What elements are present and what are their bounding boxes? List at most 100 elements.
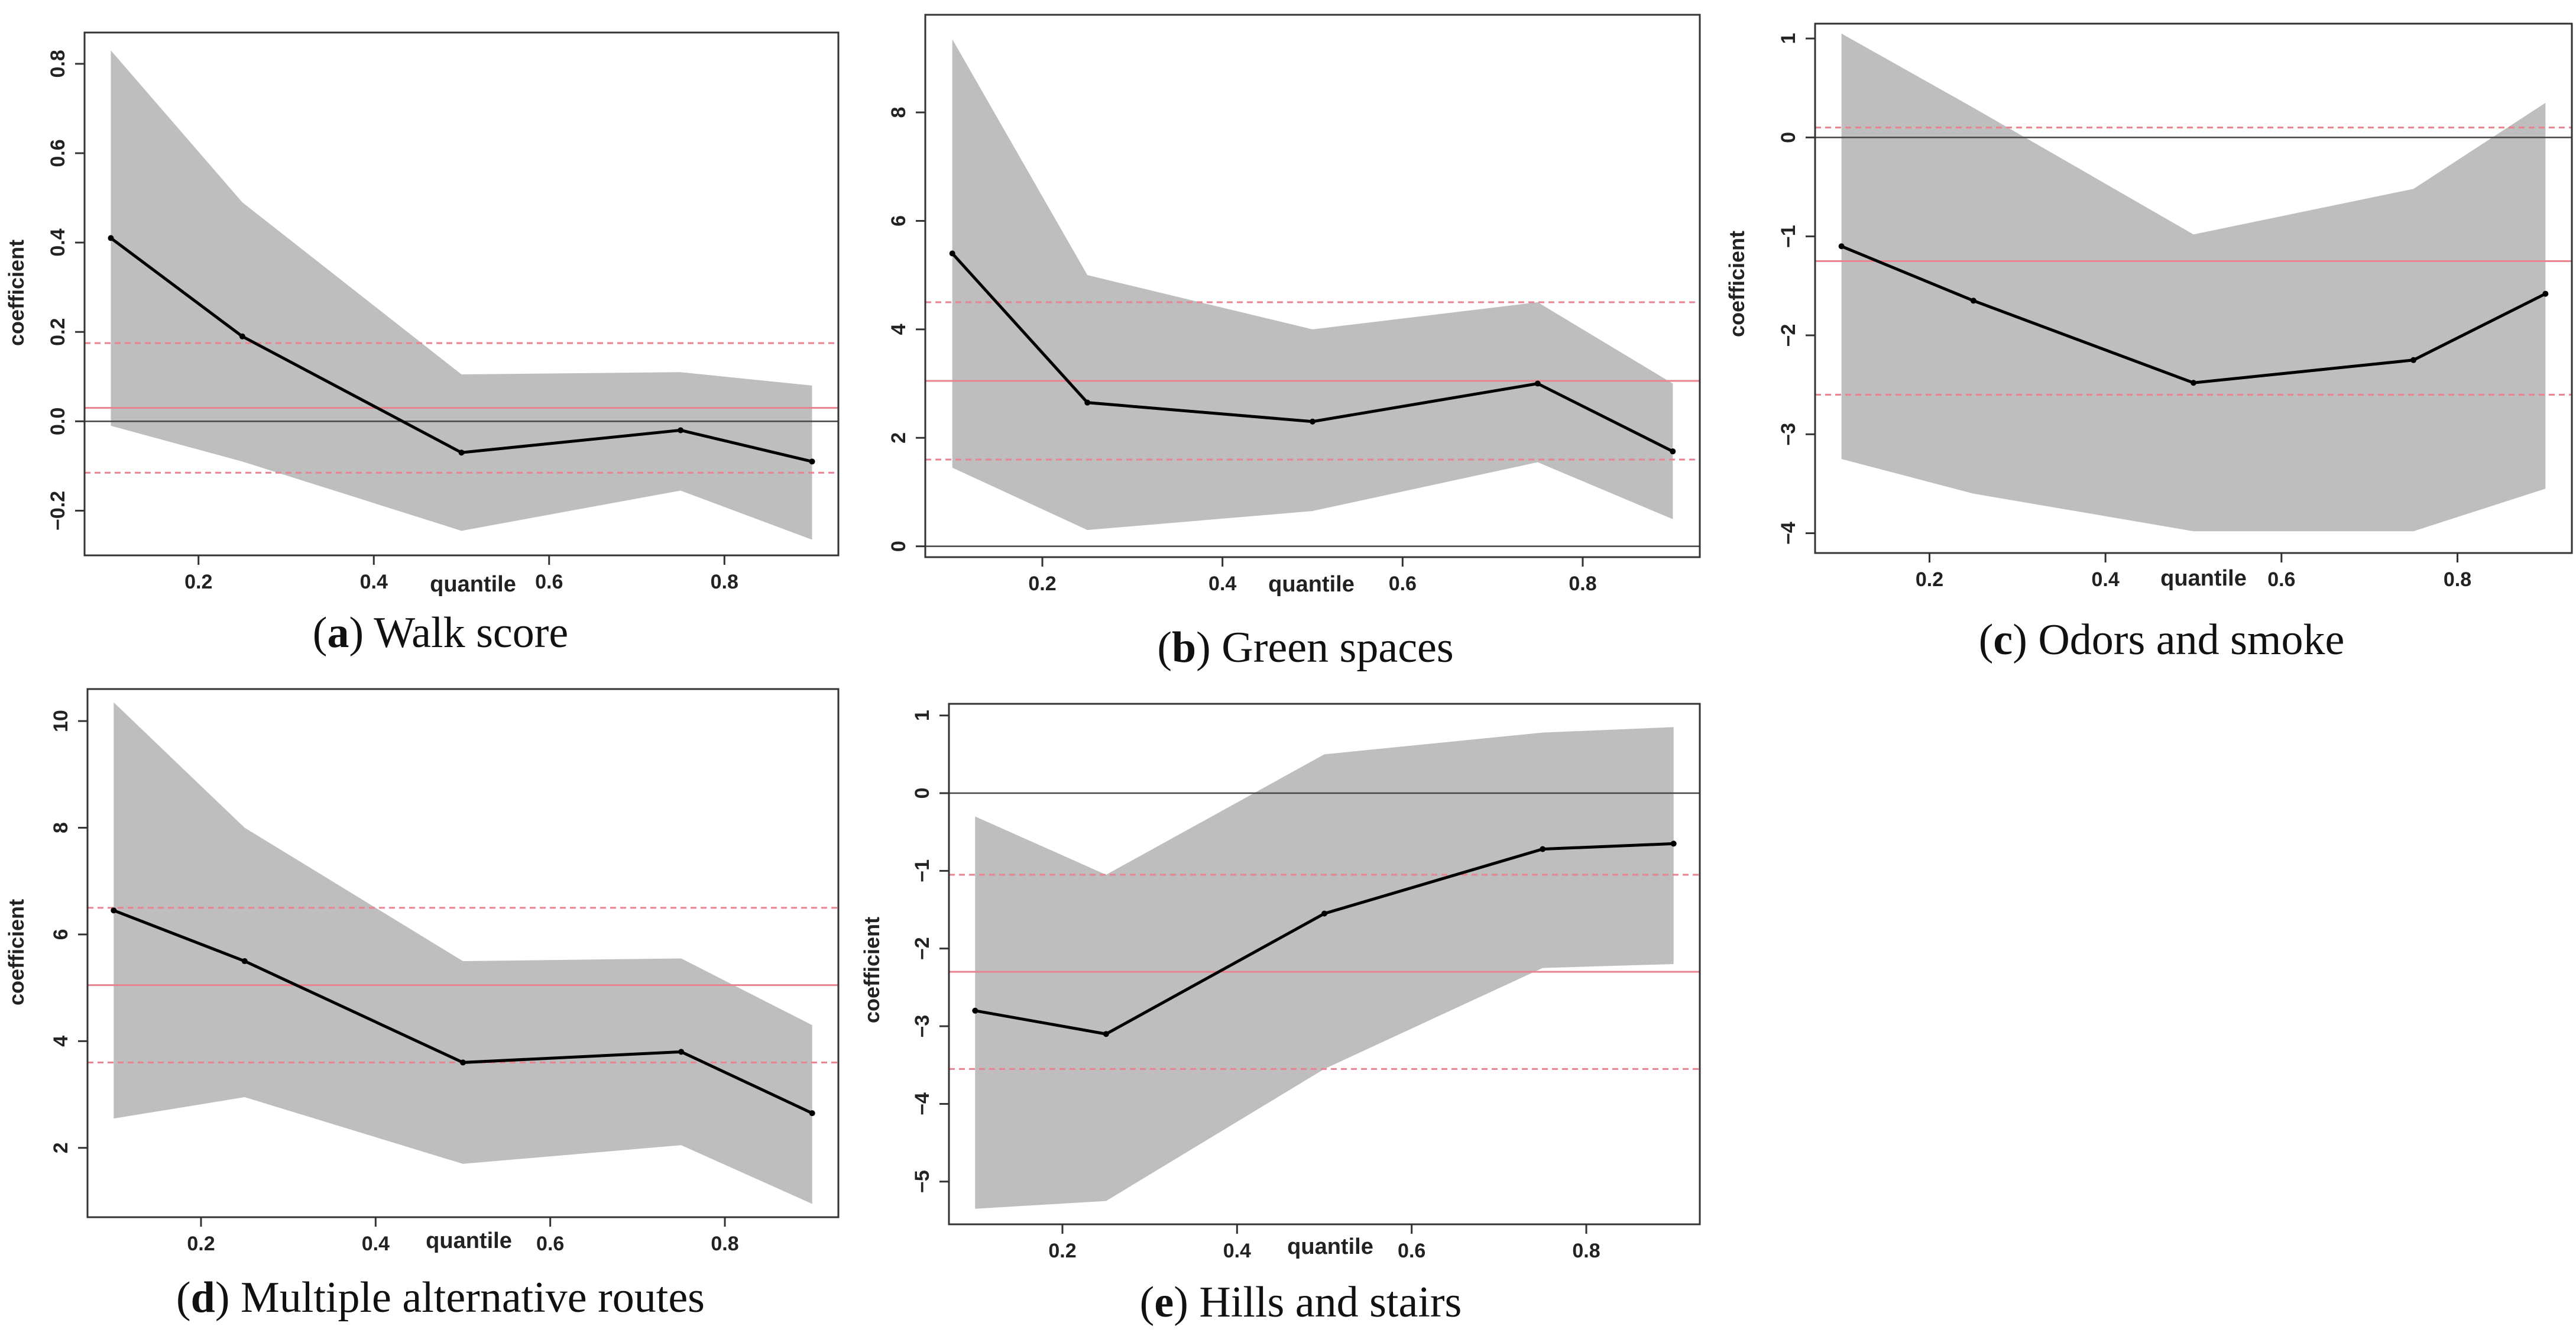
chart-panel-a: 0.2 0.4 0.6 0.8 −0.2 0.0 0.2 0.4 0.6 0.8 quantile c…: [4, 31, 840, 597]
y-tick-label-d-4: 10: [50, 710, 72, 732]
x-tick-label-c-2: 0.6: [2267, 568, 2295, 591]
plot-frame-b: [924, 14, 1701, 558]
y-tick-label-c-5: 1: [1777, 33, 1800, 44]
plot-frame-e: [948, 703, 1701, 1225]
y-tick-label-c-1: −3: [1777, 423, 1800, 446]
y-tick-label-b-2: 4: [887, 324, 910, 335]
chart-panel-c: 0.2 0.4 0.6 0.8 −4 −3 −2 −1 0 1 quantile coefficien…: [1725, 22, 2573, 591]
y-axis-label-a: coefficient: [4, 240, 28, 346]
x-tick-label-e-0: 0.2: [1048, 1240, 1076, 1262]
y-tick-label-c-3: −1: [1777, 225, 1800, 248]
estimate-point-a-3: [678, 427, 684, 434]
y-tick-label-e-6: 1: [911, 710, 934, 721]
caption-e: (e) Hills and stairs: [1139, 1278, 1462, 1327]
x-tick-label-e-3: 0.8: [1572, 1240, 1600, 1262]
y-axis-label-d: coefficient: [4, 899, 28, 1005]
estimate-point-e-0: [972, 1007, 978, 1014]
y-tick-label-e-5: 0: [911, 788, 934, 799]
estimate-point-c-2: [2191, 380, 2196, 386]
estimate-point-d-4: [809, 1110, 815, 1117]
y-tick-label-e-1: −4: [911, 1092, 934, 1115]
caption-a: (a) Walk score: [312, 609, 569, 657]
plot-frame-a: [83, 31, 840, 557]
x-tick-label-b-2: 0.6: [1389, 573, 1417, 595]
estimate-point-e-1: [1103, 1031, 1109, 1037]
x-axis-label-d: quantile: [426, 1228, 512, 1253]
estimate-point-a-2: [458, 450, 465, 456]
x-tick-label-a-1: 0.4: [360, 571, 388, 593]
ci-band-a: [111, 50, 812, 540]
y-tick-label-c-0: −4: [1777, 522, 1800, 545]
estimate-point-a-4: [809, 458, 815, 465]
y-tick-label-e-2: −3: [911, 1015, 934, 1038]
x-tick-label-e-2: 0.6: [1398, 1240, 1425, 1262]
y-tick-label-a-0: −0.2: [47, 491, 69, 531]
plot-frame-c: [1814, 22, 2573, 554]
ci-band-d: [114, 702, 812, 1204]
estimate-point-c-1: [1970, 297, 1976, 304]
x-tick-label-b-1: 0.4: [1208, 573, 1236, 595]
ci-band-e: [975, 727, 1674, 1209]
x-axis-label-a: quantile: [430, 572, 516, 597]
x-axis-label-c: quantile: [2160, 566, 2247, 591]
x-tick-label-d-0: 0.2: [187, 1233, 215, 1255]
x-axis-label-e: quantile: [1287, 1234, 1373, 1259]
estimate-point-d-3: [678, 1049, 685, 1055]
y-tick-label-d-1: 4: [50, 1036, 72, 1047]
y-tick-label-d-3: 8: [50, 822, 72, 833]
caption-b: (b) Green spaces: [1157, 623, 1454, 672]
y-tick-label-b-3: 6: [887, 215, 910, 227]
y-tick-label-b-4: 8: [887, 107, 910, 118]
x-tick-label-d-1: 0.4: [362, 1233, 390, 1255]
y-axis-label-c: coefficient: [1725, 231, 1749, 337]
y-tick-label-e-0: −5: [911, 1170, 934, 1193]
estimate-point-d-2: [460, 1059, 466, 1066]
x-tick-label-d-3: 0.8: [711, 1233, 738, 1255]
chart-panel-e: 0.2 0.4 0.6 0.8 −5 −4 −3 −2 −1 0 1 quantile coeffici…: [860, 703, 1701, 1262]
estimate-point-d-0: [111, 907, 117, 914]
estimate-point-e-4: [1670, 840, 1677, 847]
x-tick-label-e-1: 0.4: [1223, 1240, 1251, 1262]
ci-band-c: [1841, 33, 2546, 532]
x-tick-label-a-2: 0.6: [535, 571, 563, 593]
x-tick-label-a-3: 0.8: [711, 571, 738, 593]
x-tick-label-b-3: 0.8: [1569, 573, 1596, 595]
estimate-point-c-3: [2410, 357, 2417, 363]
ci-band-b: [952, 39, 1673, 531]
x-tick-label-c-1: 0.4: [2092, 568, 2120, 591]
y-tick-label-a-2: 0.2: [47, 318, 69, 346]
y-axis-label-e: coefficient: [860, 917, 884, 1023]
y-tick-label-a-1: 0.0: [47, 408, 69, 435]
y-tick-label-d-0: 2: [50, 1142, 72, 1153]
estimate-point-d-1: [241, 958, 248, 965]
estimate-point-b-0: [949, 250, 955, 257]
estimate-point-e-2: [1321, 910, 1327, 917]
x-tick-label-c-3: 0.8: [2444, 568, 2471, 591]
x-tick-label-b-0: 0.2: [1028, 573, 1056, 595]
estimate-point-b-2: [1310, 418, 1315, 425]
y-tick-label-c-4: 0: [1777, 132, 1800, 143]
y-tick-label-e-4: −1: [911, 859, 934, 882]
estimate-point-a-0: [108, 235, 114, 241]
y-tick-label-b-1: 2: [887, 432, 910, 444]
y-tick-label-a-3: 0.4: [47, 228, 69, 256]
x-tick-label-c-0: 0.2: [1916, 568, 1943, 591]
caption-c: (c) Odors and smoke: [1978, 616, 2345, 664]
estimate-point-b-4: [1670, 448, 1676, 455]
estimate-point-a-1: [239, 333, 245, 339]
x-tick-label-a-0: 0.2: [184, 571, 212, 593]
plot-frame-d: [86, 688, 840, 1218]
estimate-point-c-4: [2542, 290, 2549, 297]
chart-panel-b: 0.2 0.4 0.6 0.8 0 2 4 6 8 quantile: [887, 14, 1701, 597]
y-tick-label-a-5: 0.8: [47, 50, 69, 77]
y-tick-label-b-0: 0: [887, 541, 910, 552]
y-tick-label-d-2: 6: [50, 929, 72, 940]
estimate-point-b-1: [1084, 399, 1091, 406]
y-tick-label-e-3: −2: [911, 937, 934, 960]
y-tick-label-a-4: 0.6: [47, 139, 69, 167]
y-tick-label-c-2: −2: [1777, 324, 1800, 347]
estimate-point-c-0: [1838, 243, 1845, 250]
estimate-point-e-3: [1540, 846, 1546, 852]
estimate-point-b-3: [1534, 380, 1541, 387]
